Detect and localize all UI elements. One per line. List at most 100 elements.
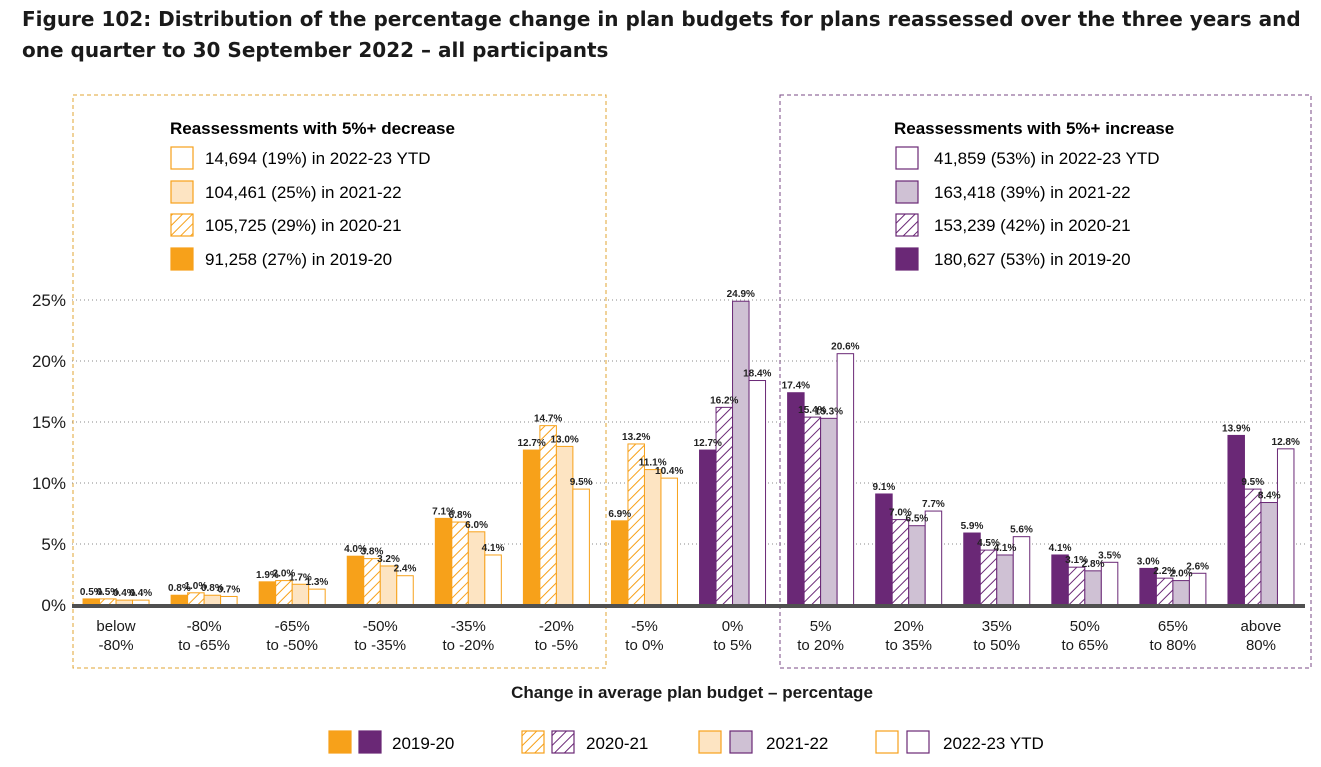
data-label: 4.0% xyxy=(344,544,367,555)
increase-box-legend: 41,859 (53%) in 2022-23 YTD 163,418 (39%… xyxy=(895,146,1160,271)
increase-swatch-2020-21 xyxy=(895,213,919,237)
bar-2021-22 xyxy=(1084,570,1102,606)
x-tick-label: to -50% xyxy=(266,637,318,654)
data-label: 2.4% xyxy=(394,564,417,575)
x-tick-label: to 0% xyxy=(625,637,663,654)
data-label: 11.1% xyxy=(639,458,667,469)
x-tick-label: -65% xyxy=(275,618,310,635)
data-label: 3.5% xyxy=(1098,550,1121,561)
y-axis: 0% 5% 10% 15% 20% 25% xyxy=(32,291,66,615)
data-label: 18.4% xyxy=(743,369,771,380)
bar-2019-20 xyxy=(346,555,365,606)
legend-label-2021-22: 2021-22 xyxy=(766,734,828,753)
decrease-box-heading: Reassessments with 5%+ decrease xyxy=(170,119,455,138)
bar-2021-22 xyxy=(996,554,1014,606)
x-tick-label: 20% xyxy=(894,618,924,635)
x-tick-label: to 65% xyxy=(1061,637,1108,654)
data-label: 0.8% xyxy=(168,583,191,594)
bar-2022-23-ytd xyxy=(308,588,326,606)
data-label: 15.4% xyxy=(798,405,826,416)
bottom-legend: 2019-20 2020-21 2021-22 2022-23 YTD xyxy=(328,730,1044,754)
x-tick-label: to -65% xyxy=(178,637,230,654)
data-label: 3.1% xyxy=(1065,555,1088,566)
bar-2020-21 xyxy=(891,519,910,606)
data-label: 4.1% xyxy=(1049,543,1072,554)
bar-2022-23-ytd xyxy=(220,595,238,606)
x-tick-label: 35% xyxy=(982,618,1012,635)
data-label: 0.4% xyxy=(129,588,152,599)
bar-2020-21 xyxy=(715,406,734,606)
data-label: 13.2% xyxy=(622,432,650,443)
data-label: 7.0% xyxy=(889,508,912,519)
data-label: 0.8% xyxy=(201,583,224,594)
x-axis-title: Change in average plan budget – percenta… xyxy=(511,683,873,702)
data-label: 9.5% xyxy=(570,477,593,488)
data-label: 13.9% xyxy=(1222,423,1250,434)
bar-2022-23-ytd xyxy=(924,510,943,606)
decrease-swatch-2022-23 xyxy=(170,146,194,170)
x-tick-label: to 20% xyxy=(797,637,844,654)
data-label: 0.5% xyxy=(96,587,119,598)
increase-swatch-2021-22 xyxy=(895,180,919,204)
x-tick-label: to 50% xyxy=(973,637,1020,654)
legend-swatch-2019-20-orange xyxy=(328,730,352,754)
data-label: 6.8% xyxy=(449,510,472,521)
x-tick-label: to 35% xyxy=(885,637,932,654)
data-label: 12.7% xyxy=(517,438,545,449)
increase-swatch-2019-20 xyxy=(895,247,919,271)
decrease-box xyxy=(72,94,607,669)
data-label: 2.0% xyxy=(1170,569,1193,580)
x-tick-label: below xyxy=(96,618,135,635)
y-tick-label: 15% xyxy=(32,413,66,432)
bar-2022-23-ytd xyxy=(572,488,590,606)
x-tick-label: -35% xyxy=(451,618,486,635)
x-tick-label: 65% xyxy=(1158,618,1188,635)
legend-swatch-2022-23-purple xyxy=(906,730,930,754)
legend-swatch-2019-20-purple xyxy=(358,730,382,754)
legend-swatch-2020-21-purple xyxy=(551,730,575,754)
data-label: 9.5% xyxy=(1241,477,1264,488)
data-label: 17.4% xyxy=(782,381,810,392)
data-label: 4.5% xyxy=(977,538,1000,549)
bar-2020-21 xyxy=(803,416,822,606)
x-tick-label: -5% xyxy=(631,618,658,635)
x-tick-label: above xyxy=(1241,618,1282,635)
bar-2021-22 xyxy=(820,417,838,606)
bar-2022-23-ytd xyxy=(484,554,502,606)
bar-2019-20 xyxy=(699,449,717,606)
data-label: 4.1% xyxy=(482,543,505,554)
y-tick-label: 20% xyxy=(32,352,66,371)
data-label: 1.9% xyxy=(256,570,279,581)
data-label: 15.3% xyxy=(815,406,843,417)
decrease-swatch-2019-20 xyxy=(170,247,194,271)
data-label: 20.6% xyxy=(831,342,859,353)
x-tick-label: 80% xyxy=(1246,637,1276,654)
bar-2019-20 xyxy=(170,594,189,606)
decrease-swatch-2020-21 xyxy=(170,213,194,237)
decrease-item-2021-22: 104,461 (25%) in 2021-22 xyxy=(205,183,402,202)
increase-box-heading: Reassessments with 5%+ increase xyxy=(894,119,1174,138)
x-tick-label: to -35% xyxy=(354,637,406,654)
bar-2022-23-ytd xyxy=(660,477,678,606)
data-label: 4.1% xyxy=(994,543,1017,554)
bar-2020-21 xyxy=(1155,577,1174,606)
bar-2019-20 xyxy=(434,517,453,606)
data-labels: 0.5%0.5%0.4%0.4% 0.8%1.0%0.8%0.7%1.9%2.0%… xyxy=(80,289,1300,599)
x-tick-label: to -20% xyxy=(442,637,494,654)
legend-swatch-2020-21-orange xyxy=(521,730,545,754)
bar-2022-23-ytd xyxy=(748,380,767,606)
bar-2020-21 xyxy=(187,592,205,606)
bar-2019-20 xyxy=(522,449,541,606)
data-label: 1.7% xyxy=(289,572,312,583)
data-label: 14.7% xyxy=(534,414,562,425)
y-tick-label: 5% xyxy=(41,535,66,554)
bar-2021-22 xyxy=(1172,580,1190,606)
decrease-item-2019-20: 91,258 (27%) in 2019-20 xyxy=(205,250,392,269)
x-tick-label: -80% xyxy=(99,637,134,654)
x-tick-label: 50% xyxy=(1070,618,1100,635)
data-label: 24.9% xyxy=(727,289,755,300)
decrease-item-2022-23: 14,694 (19%) in 2022-23 YTD xyxy=(205,149,431,168)
y-tick-label: 0% xyxy=(41,596,66,615)
bar-2022-23-ytd xyxy=(396,575,414,606)
